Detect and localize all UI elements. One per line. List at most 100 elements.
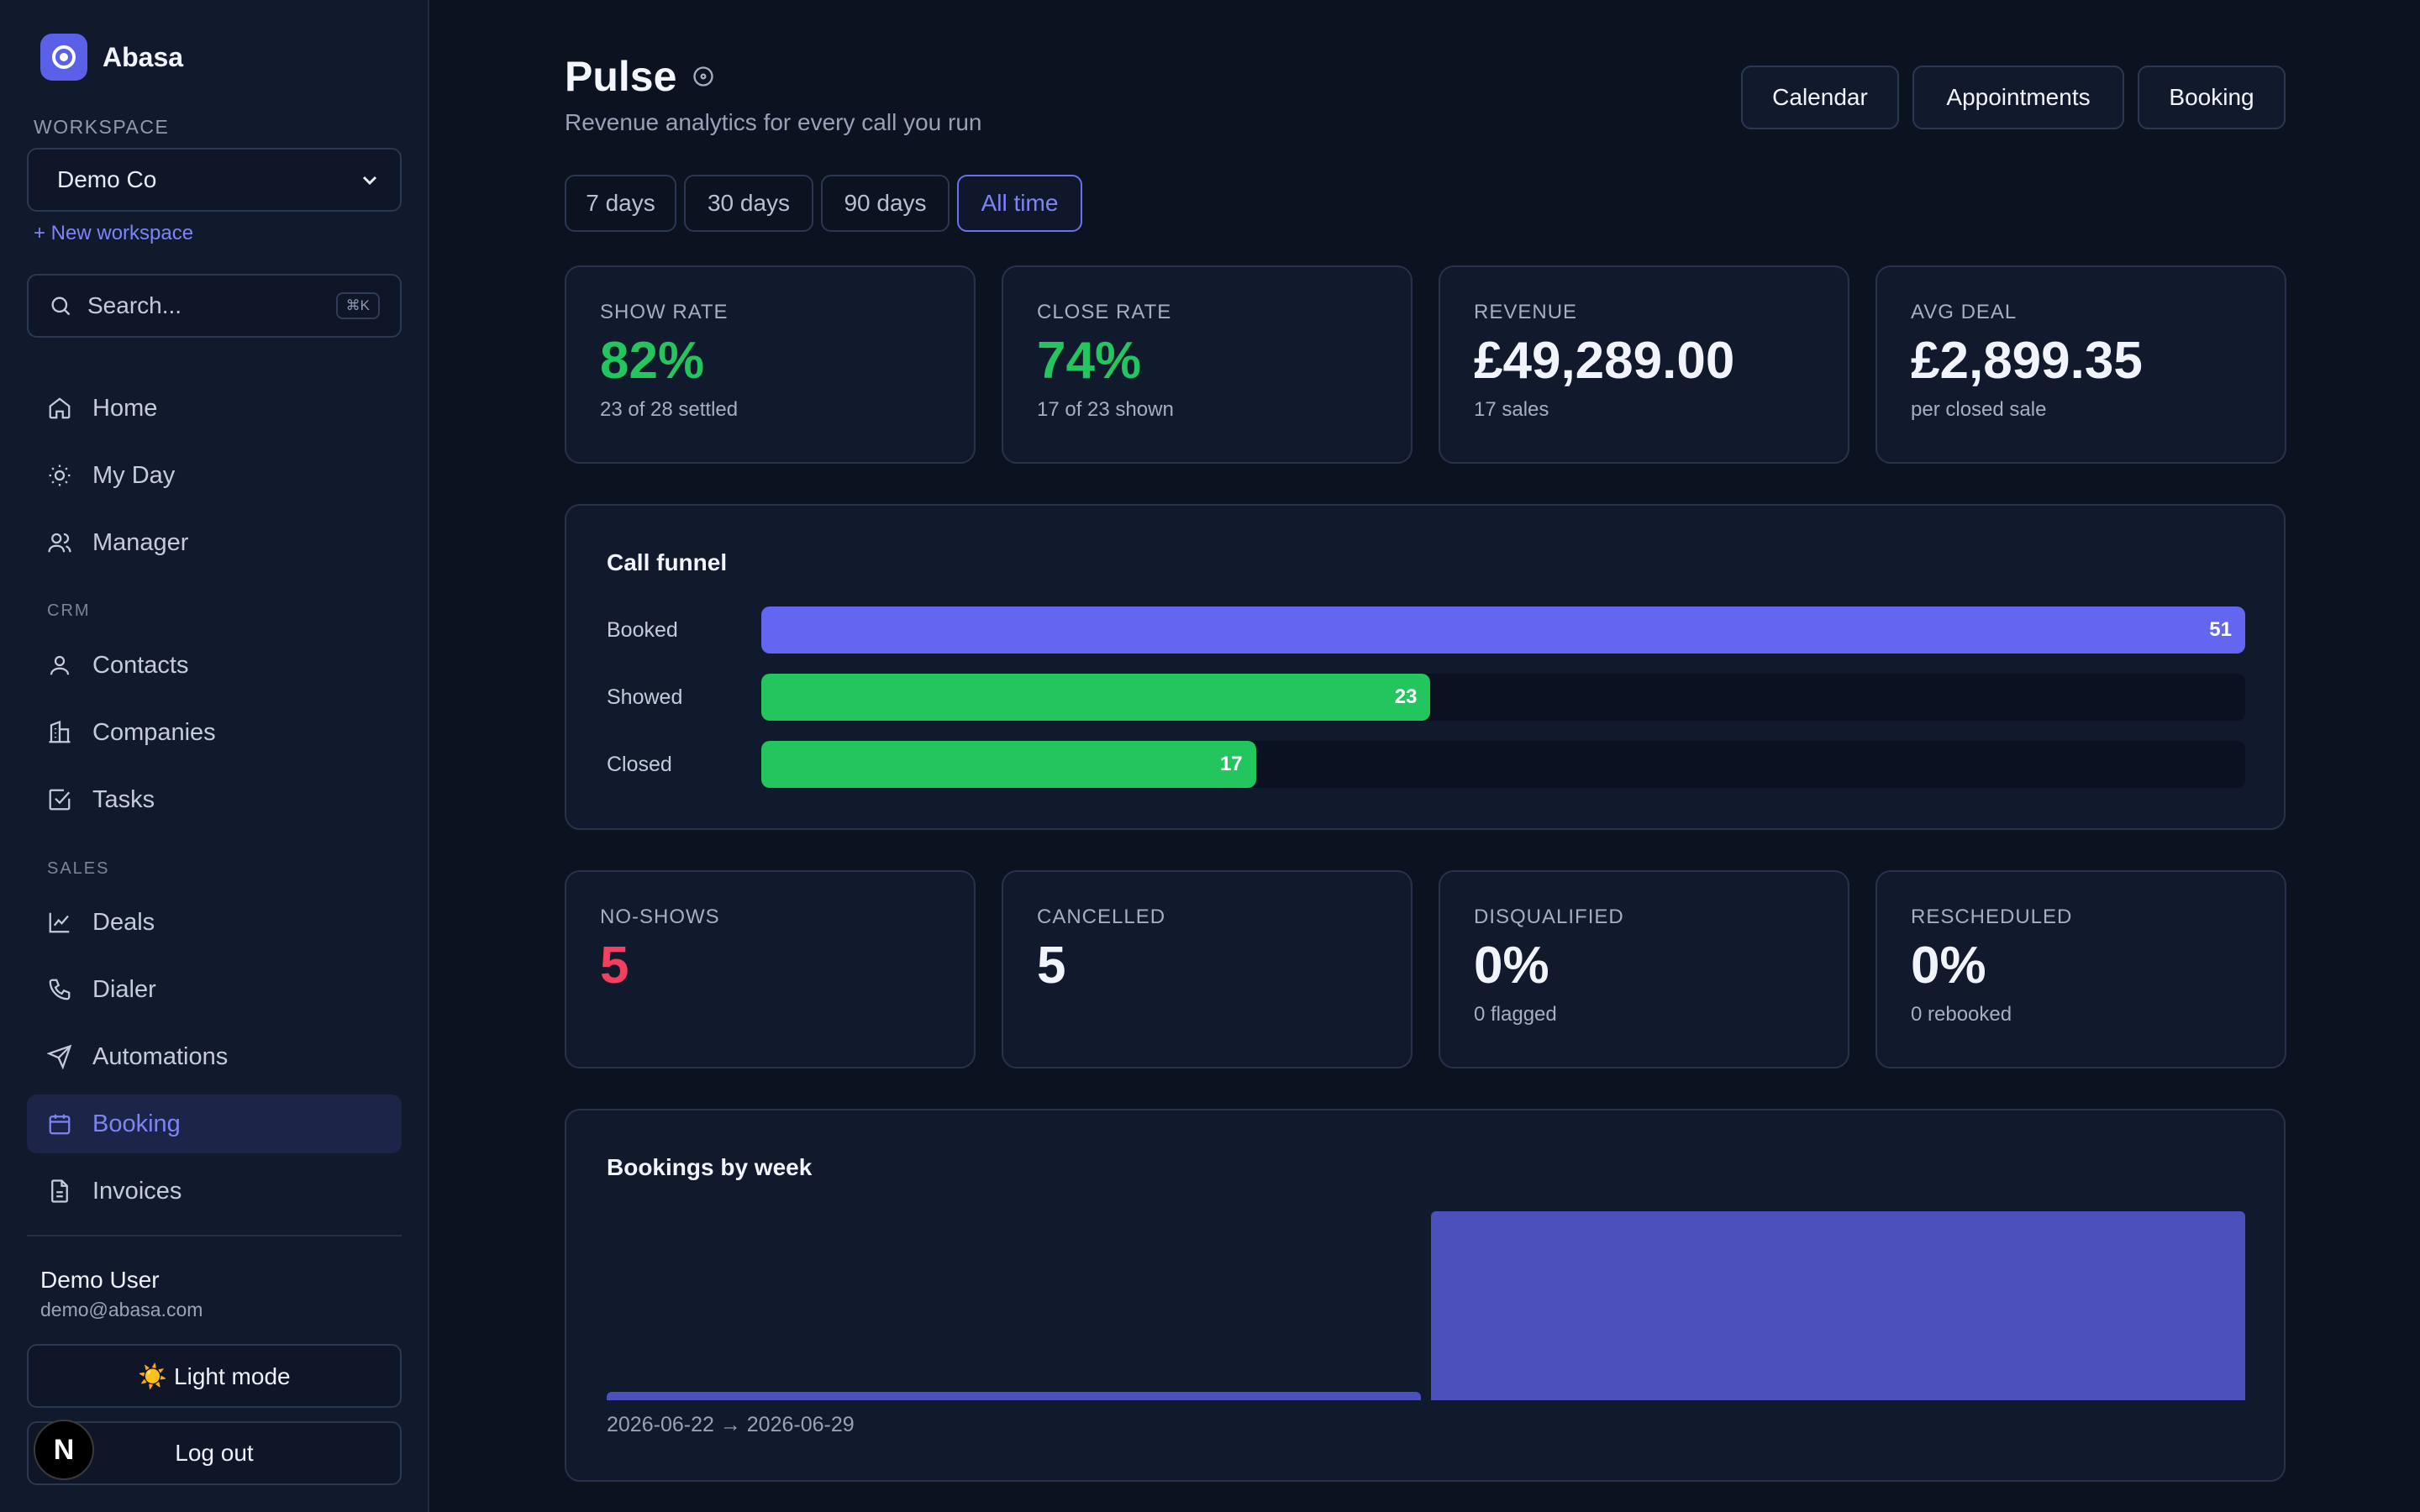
- search-input[interactable]: Search... ⌘K: [27, 274, 402, 338]
- user-email: demo@abasa.com: [40, 1299, 203, 1320]
- kpi-sub: 17 sales: [1474, 398, 1549, 422]
- kpi-label: NO-SHOWS: [600, 906, 720, 928]
- sidebar-item-label: Home: [92, 394, 158, 422]
- kpi-value: 5: [1037, 937, 1066, 995]
- sidebar-item-home[interactable]: Home: [27, 379, 402, 438]
- info-icon[interactable]: [692, 65, 715, 88]
- kpi-value: 5: [600, 937, 629, 995]
- calendar-icon: [49, 1114, 71, 1135]
- kpi-card-avg-deal: AVG DEAL £2,899.35 per closed sale: [1876, 265, 2286, 464]
- bar-2026-06-22[interactable]: [607, 1392, 1421, 1400]
- kpi-sub: 17 of 23 shown: [1037, 398, 1174, 422]
- app-name: Abasa: [103, 41, 184, 72]
- section-label-sales: SALES: [47, 859, 110, 878]
- range-all-time[interactable]: All time: [957, 175, 1082, 232]
- sidebar-item-companies[interactable]: Companies: [27, 703, 402, 762]
- appointments-button[interactable]: Appointments: [1912, 66, 2124, 129]
- sidebar-item-automations[interactable]: Automations: [27, 1027, 402, 1086]
- kpi-card-cancelled: CANCELLED 5: [1002, 870, 1413, 1068]
- light-mode-button[interactable]: ☀️ Light mode: [27, 1344, 402, 1408]
- sidebar-item-label: Dialer: [92, 975, 156, 1003]
- bar-2026-06-29[interactable]: [1431, 1211, 2245, 1400]
- building-icon: [49, 720, 71, 743]
- sidebar-item-label: Tasks: [92, 785, 155, 813]
- workspace-selected: Demo Co: [57, 166, 157, 192]
- booking-button[interactable]: Booking: [2138, 66, 2286, 129]
- kpi-card-disqualified: DISQUALIFIED 0% 0 flagged: [1439, 870, 1849, 1068]
- page-title: Pulse: [565, 52, 715, 101]
- logo-icon: [40, 34, 87, 81]
- bookings-chart-caption: 2026-06-22 → 2026-06-29: [607, 1413, 855, 1436]
- sidebar-item-booking[interactable]: Booking: [27, 1095, 402, 1153]
- kpi-value: 74%: [1037, 332, 1142, 390]
- chevron-down-icon: [362, 176, 377, 186]
- range-90-days[interactable]: 90 days: [821, 175, 950, 232]
- sidebar-item-contacts[interactable]: Contacts: [27, 636, 402, 695]
- user-icon: [50, 655, 70, 675]
- sidebar-item-label: My Day: [92, 461, 176, 489]
- sidebar-item-dialer[interactable]: Dialer: [27, 960, 402, 1019]
- line-chart-icon: [49, 912, 70, 933]
- funnel-bar-booked: 51: [761, 606, 2245, 654]
- search-shortcut: ⌘K: [335, 292, 380, 319]
- kpi-label: AVG DEAL: [1911, 301, 2018, 323]
- call-funnel-panel: Call funnel Booked 51 Showed 23 Closed 1…: [565, 504, 2286, 830]
- funnel-row-showed: Showed 23: [607, 674, 2245, 721]
- kpi-label: DISQUALIFIED: [1474, 906, 1624, 928]
- sidebar-item-my-day[interactable]: My Day: [27, 446, 402, 505]
- page-subtitle: Revenue analytics for every call you run: [565, 109, 982, 135]
- bookings-chart-title: Bookings by week: [607, 1154, 813, 1180]
- sidebar-divider: [27, 1235, 402, 1236]
- kpi-label: CANCELLED: [1037, 906, 1166, 928]
- sidebar-item-deals[interactable]: Deals: [27, 893, 402, 952]
- kpi-value: 0%: [1911, 937, 1986, 995]
- bookings-by-week-panel: Bookings by week 2026-06-22 → 2026-06-29: [565, 1109, 2286, 1482]
- file-icon: [51, 1179, 68, 1203]
- kpi-label: REVENUE: [1474, 301, 1578, 323]
- sidebar-item-tasks[interactable]: Tasks: [27, 770, 402, 829]
- range-30-days[interactable]: 30 days: [684, 175, 813, 232]
- workspace-label: WORKSPACE: [34, 116, 170, 138]
- kpi-label: RESCHEDULED: [1911, 906, 2073, 928]
- kpi-sub: per closed sale: [1911, 398, 2047, 422]
- funnel-label: Closed: [607, 752, 672, 776]
- kpi-value: 0%: [1474, 937, 1549, 995]
- brand[interactable]: Abasa: [40, 34, 183, 81]
- funnel-label: Booked: [607, 617, 678, 642]
- kpi-label: CLOSE RATE: [1037, 301, 1172, 323]
- search-icon: [51, 297, 71, 316]
- kpi-card-show-rate: SHOW RATE 82% 23 of 28 settled: [565, 265, 976, 464]
- funnel-track: 23: [761, 674, 2245, 721]
- kpi-card-revenue: REVENUE £49,289.00 17 sales: [1439, 265, 1849, 464]
- sidebar-item-manager[interactable]: Manager: [27, 513, 402, 572]
- funnel-bar-closed: 17: [761, 741, 1256, 788]
- users-icon: [48, 533, 71, 553]
- sidebar-item-label: Deals: [92, 908, 155, 936]
- user-name: Demo User: [40, 1267, 160, 1293]
- sidebar-item-label: Manager: [92, 528, 189, 556]
- send-icon: [47, 1044, 72, 1069]
- funnel-label: Showed: [607, 685, 683, 709]
- new-workspace-link[interactable]: + New workspace: [34, 222, 194, 244]
- sidebar-item-invoices[interactable]: Invoices: [27, 1162, 402, 1221]
- sidebar-item-label: Automations: [92, 1042, 229, 1070]
- phone-icon: [49, 979, 71, 1000]
- range-7-days[interactable]: 7 days: [565, 175, 676, 232]
- workspace-select[interactable]: Demo Co: [27, 148, 402, 212]
- funnel-title: Call funnel: [607, 549, 728, 575]
- nextjs-badge[interactable]: N: [34, 1420, 94, 1480]
- kpi-card-close-rate: CLOSE RATE 74% 17 of 23 shown: [1002, 265, 1413, 464]
- checkbox-icon: [49, 789, 71, 811]
- kpi-sub: 23 of 28 settled: [600, 398, 739, 422]
- kpi-label: SHOW RATE: [600, 301, 729, 323]
- kpi-sub: 0 rebooked: [1911, 1003, 2012, 1026]
- sun-icon: [49, 465, 71, 486]
- kpi-card-rescheduled: RESCHEDULED 0% 0 rebooked: [1876, 870, 2286, 1068]
- calendar-button[interactable]: Calendar: [1741, 66, 1899, 129]
- sidebar-item-label: Companies: [92, 718, 216, 746]
- kpi-card-no-shows: NO-SHOWS 5: [565, 870, 976, 1068]
- kpi-value: 82%: [600, 332, 705, 390]
- kpi-value: £49,289.00: [1474, 332, 1735, 390]
- funnel-row-closed: Closed 17: [607, 741, 2245, 788]
- funnel-row-booked: Booked 51: [607, 606, 2245, 654]
